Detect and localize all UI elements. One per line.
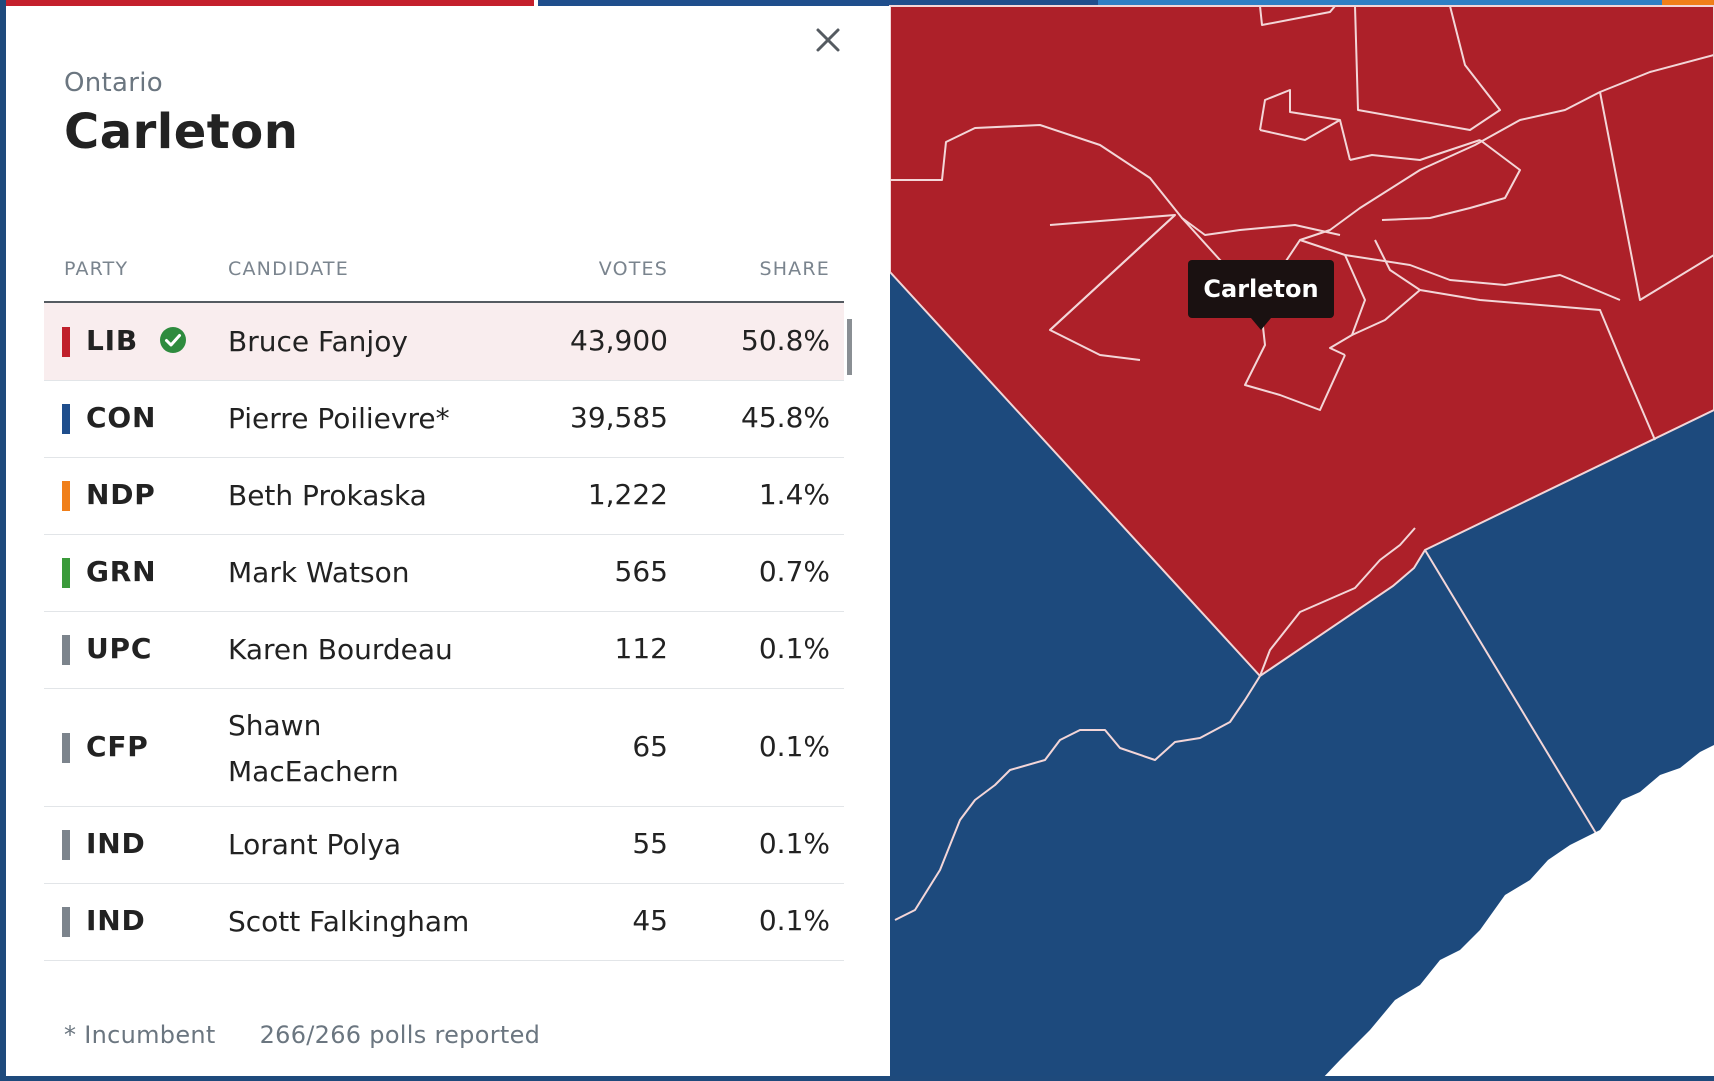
map-edge-bottom bbox=[0, 1076, 1714, 1081]
vote-share: 45.8% bbox=[741, 401, 830, 434]
party-code: IND bbox=[86, 904, 146, 937]
vote-count: 45 bbox=[632, 904, 668, 937]
table-row[interactable]: LIB Bruce Fanjoy 43,900 50.8% bbox=[44, 303, 852, 381]
vote-share: 50.8% bbox=[741, 323, 830, 357]
table-row[interactable]: NDP Beth Prokaska 1,222 1.4% bbox=[44, 458, 844, 535]
scrollbar-thumb[interactable] bbox=[847, 319, 852, 375]
vote-count: 1,222 bbox=[587, 478, 668, 511]
party-color-swatch bbox=[62, 830, 70, 860]
party-color-swatch bbox=[62, 326, 70, 357]
carleton-riding-region[interactable] bbox=[889, 5, 1714, 678]
party-color-swatch bbox=[62, 907, 70, 937]
results-footer: * Incumbent 266/266 polls reported bbox=[64, 1021, 540, 1049]
party-code: LIB bbox=[86, 323, 139, 357]
candidate-name: Shawn MacEachern bbox=[228, 709, 399, 788]
close-icon bbox=[816, 28, 840, 52]
vote-count: 65 bbox=[632, 729, 668, 763]
table-row[interactable]: GRN Mark Watson 565 0.7% bbox=[44, 535, 844, 612]
polls-reported: 266/266 polls reported bbox=[259, 1021, 541, 1049]
table-row[interactable]: IND Scott Falkingham 45 0.1% bbox=[44, 884, 844, 961]
candidate-name: Pierre Poilievre* bbox=[228, 402, 450, 435]
incumbent-note: * Incumbent bbox=[64, 1021, 216, 1049]
province-label: Ontario bbox=[64, 68, 163, 98]
vote-count: 55 bbox=[632, 827, 668, 860]
party-code: NDP bbox=[86, 478, 156, 511]
party-color-strip bbox=[0, 0, 1714, 6]
party-color-swatch bbox=[62, 481, 70, 511]
riding-tooltip: Carleton bbox=[1188, 260, 1334, 318]
party-code: IND bbox=[86, 827, 146, 860]
candidate-name: Bruce Fanjoy bbox=[228, 324, 408, 358]
close-button[interactable] bbox=[806, 18, 850, 62]
column-header-votes: VOTES bbox=[598, 258, 668, 280]
tooltip-pointer bbox=[1251, 318, 1271, 330]
vote-share: 1.4% bbox=[758, 478, 830, 511]
party-code: CON bbox=[86, 401, 157, 434]
candidate-name: Lorant Polya bbox=[228, 828, 402, 861]
table-row[interactable]: CON Pierre Poilievre* 39,585 45.8% bbox=[44, 381, 844, 458]
vote-share: 0.1% bbox=[758, 729, 830, 763]
vote-count: 39,585 bbox=[570, 401, 668, 434]
vote-share: 0.1% bbox=[758, 632, 830, 665]
party-code: GRN bbox=[86, 555, 157, 588]
candidate-name: Karen Bourdeau bbox=[228, 633, 453, 666]
results-panel: Ontario Carleton PARTY CANDIDATE VOTES S… bbox=[6, 6, 890, 1076]
vote-count: 565 bbox=[614, 555, 668, 588]
candidate-name: Beth Prokaska bbox=[228, 479, 427, 512]
column-header-party: PARTY bbox=[64, 258, 129, 280]
table-row[interactable]: UPC Karen Bourdeau 112 0.1% bbox=[44, 612, 844, 689]
party-code: UPC bbox=[86, 632, 153, 665]
riding-title: Carleton bbox=[64, 104, 299, 160]
results-table: LIB Bruce Fanjoy 43,900 50.8% CON Pierre Poil… bbox=[44, 301, 852, 961]
party-color-swatch bbox=[62, 404, 70, 434]
vote-share: 0.1% bbox=[758, 904, 830, 937]
river-water bbox=[1320, 745, 1714, 1081]
vote-share: 0.1% bbox=[758, 827, 830, 860]
candidate-name: Scott Falkingham bbox=[228, 905, 470, 938]
party-color-swatch bbox=[62, 635, 70, 665]
column-header-candidate: CANDIDATE bbox=[228, 258, 349, 280]
party-color-swatch bbox=[62, 558, 70, 588]
table-row[interactable]: IND Lorant Polya 55 0.1% bbox=[44, 807, 844, 884]
map-edge-left bbox=[0, 0, 6, 1081]
party-code: CFP bbox=[86, 729, 149, 763]
party-color-swatch bbox=[62, 732, 70, 763]
table-row[interactable]: CFP Shawn MacEachern 65 0.1% bbox=[44, 689, 844, 807]
vote-count: 43,900 bbox=[570, 323, 668, 357]
column-header-share: SHARE bbox=[759, 258, 830, 280]
winner-check-icon bbox=[160, 326, 186, 353]
vote-count: 112 bbox=[614, 632, 668, 665]
vote-share: 0.7% bbox=[758, 555, 830, 588]
candidate-name: Mark Watson bbox=[228, 556, 410, 589]
